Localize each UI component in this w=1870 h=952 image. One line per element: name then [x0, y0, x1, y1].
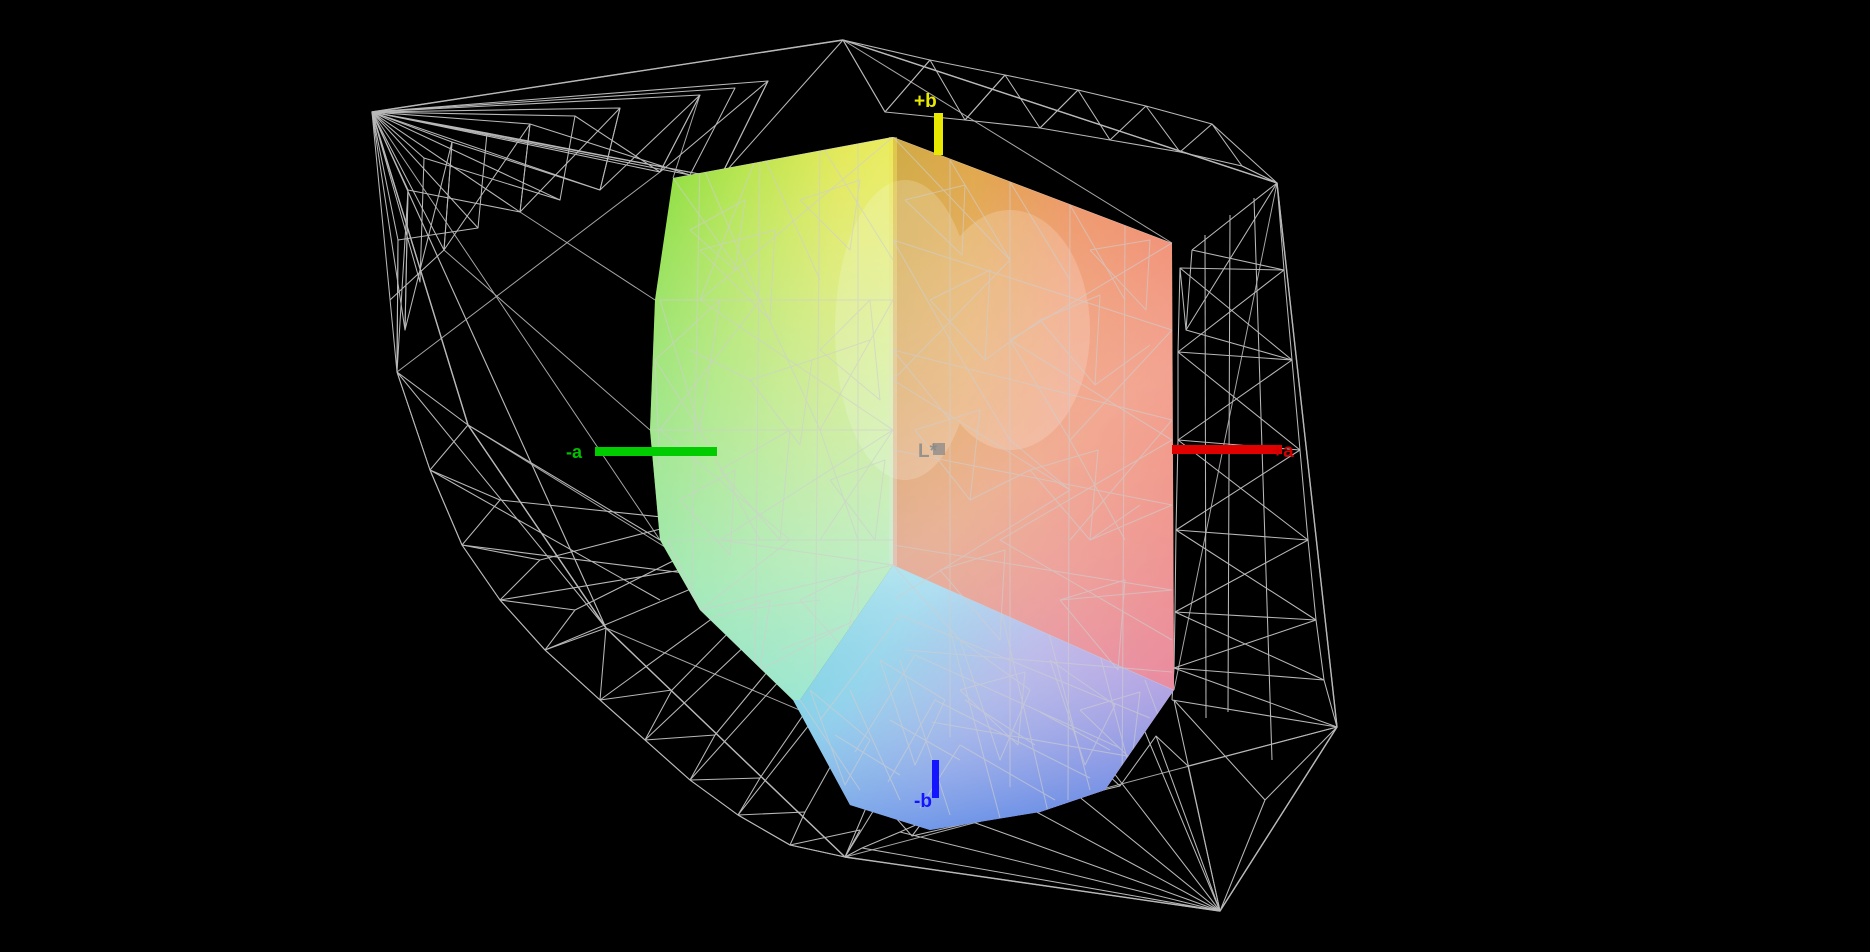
a-negative-axis-label: -a — [566, 442, 583, 462]
axis-markers — [595, 113, 1282, 798]
b-positive-axis-label: +b — [914, 91, 937, 112]
a-positive-axis-stub — [1172, 445, 1282, 454]
l-axis-label: L* — [918, 441, 937, 462]
a-positive-axis-label: +a — [1272, 441, 1294, 462]
b-negative-axis-stub — [932, 760, 939, 798]
a-negative-axis-stub — [595, 447, 717, 456]
b-negative-axis-label: -b — [914, 791, 932, 812]
measured-gamut-solid — [650, 137, 1174, 830]
l-axis-tick — [933, 443, 945, 455]
b-positive-axis-stub — [934, 113, 943, 155]
